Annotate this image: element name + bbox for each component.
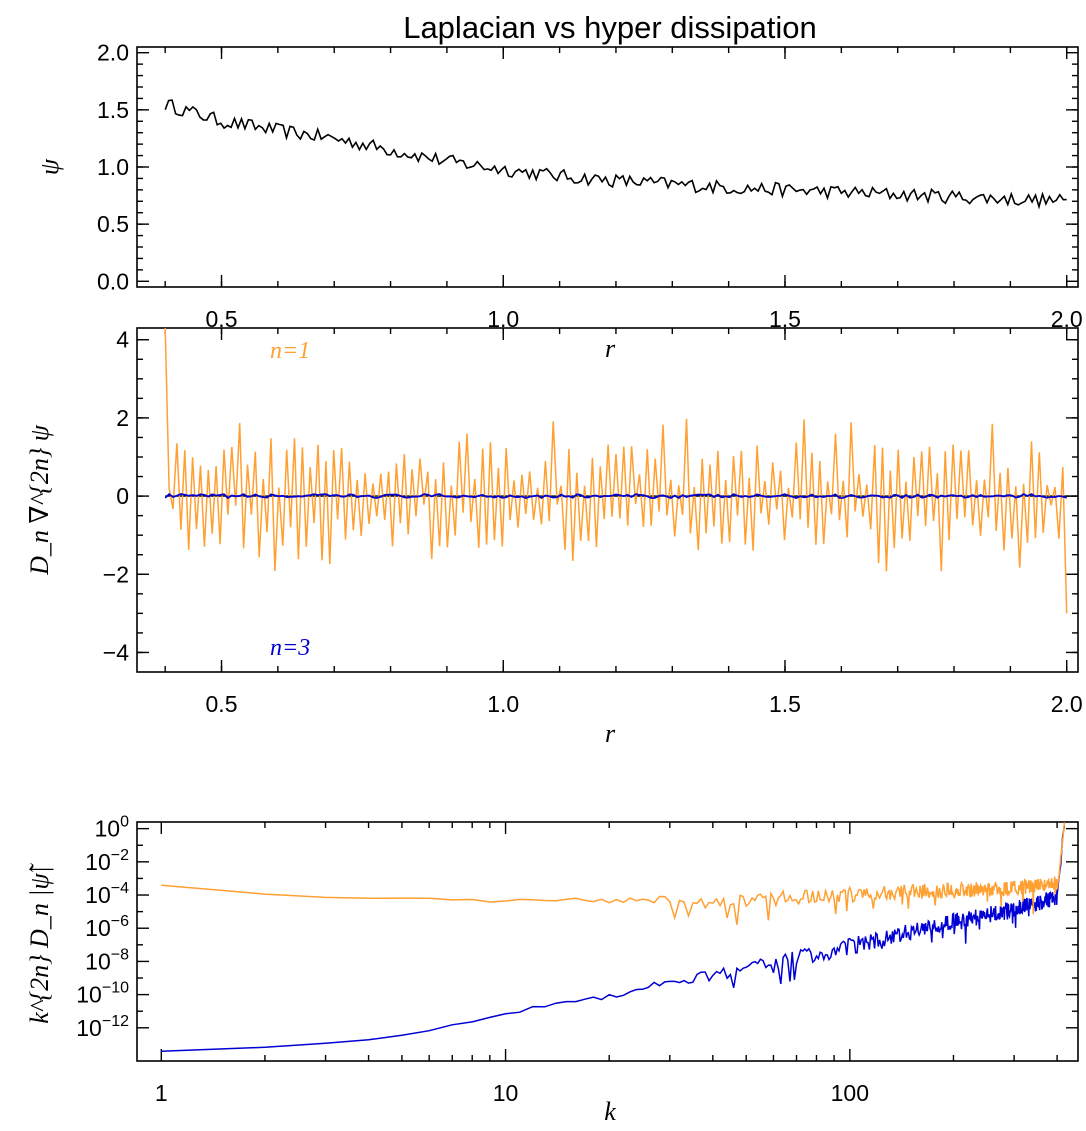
y-tick-label: 0 [116, 483, 129, 509]
y-tick-label: 10−4 [85, 880, 129, 908]
y-tick-label: 10−12 [76, 1013, 129, 1041]
n3-series-line [164, 493, 1067, 500]
x-tick-label: 1 [155, 1080, 168, 1106]
y-tick-label: 100 [95, 814, 130, 842]
y-tick-label: 2 [116, 405, 129, 431]
y-tick-label: 4 [116, 327, 129, 353]
y-tick-label: −4 [103, 639, 129, 665]
n1-series-label: n=1 [270, 338, 310, 364]
y-tick-label: 10−2 [85, 847, 129, 875]
plot-frame [136, 46, 1079, 288]
x-tick-label: 1.0 [487, 691, 519, 717]
y-axis-label: D_n ∇^{2n} ψ [25, 424, 54, 576]
psi-series-line [164, 99, 1067, 210]
y-tick-label: 10−8 [85, 946, 129, 974]
psi-panel: 0.5 1.0 1.5 2.00.00.51.01.52.0rψ [35, 40, 1083, 363]
plot-frame [136, 821, 1079, 1062]
figure-title: Laplacian vs hyper dissipation [403, 10, 817, 45]
x-tick-label: 0.5 [206, 691, 238, 717]
y-tick-label: 1.0 [97, 154, 129, 180]
x-tick-label: 1.5 [769, 691, 801, 717]
y-tick-label: 10−10 [76, 980, 129, 1008]
x-tick-label: 100 [831, 1080, 869, 1106]
plot-frame [136, 327, 1079, 673]
y-axis-label: k^{2n} D_n |ψ̃| [25, 862, 54, 1023]
dissipation-panel: 0.5 1.0 1.5 2.0 −4 −2 0 2 4 r D_n ∇^{2n} ψ n=1 n=3 [25, 327, 1083, 748]
x-tick-label: 2.0 [1051, 691, 1083, 717]
n1-spectrum-line [161, 822, 1066, 925]
y-axis-label: ψ [35, 158, 64, 175]
x-axis-label: r [605, 719, 616, 748]
n3-series-label: n=3 [270, 635, 310, 661]
y-tick-label: 0.0 [97, 268, 129, 294]
y-tick-label: 0.5 [97, 211, 129, 237]
n3-spectrum-line [161, 825, 1066, 1052]
x-tick-label: 10 [493, 1080, 519, 1106]
n1-series-line [164, 327, 1068, 614]
y-tick-label: 1.5 [97, 97, 129, 123]
x-axis-label: r [605, 334, 616, 363]
y-tick-label: 10−6 [85, 913, 129, 941]
x-axis-label: k [604, 1097, 616, 1126]
y-tick-label: 2.0 [97, 40, 129, 66]
spectrum-panel: 1 10 100 100 10−2 10−4 10−6 10−8 10−10 10−12 k k^{2… [25, 814, 1079, 1126]
y-tick-label: −2 [103, 561, 129, 587]
